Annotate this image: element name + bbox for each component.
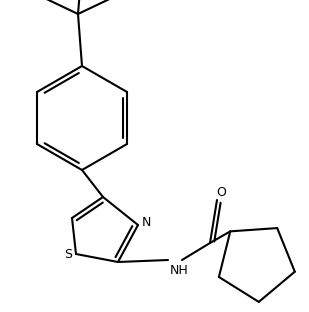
Text: N: N [141,217,151,230]
Text: NH: NH [170,264,189,276]
Text: S: S [64,247,72,261]
Text: O: O [216,186,226,198]
